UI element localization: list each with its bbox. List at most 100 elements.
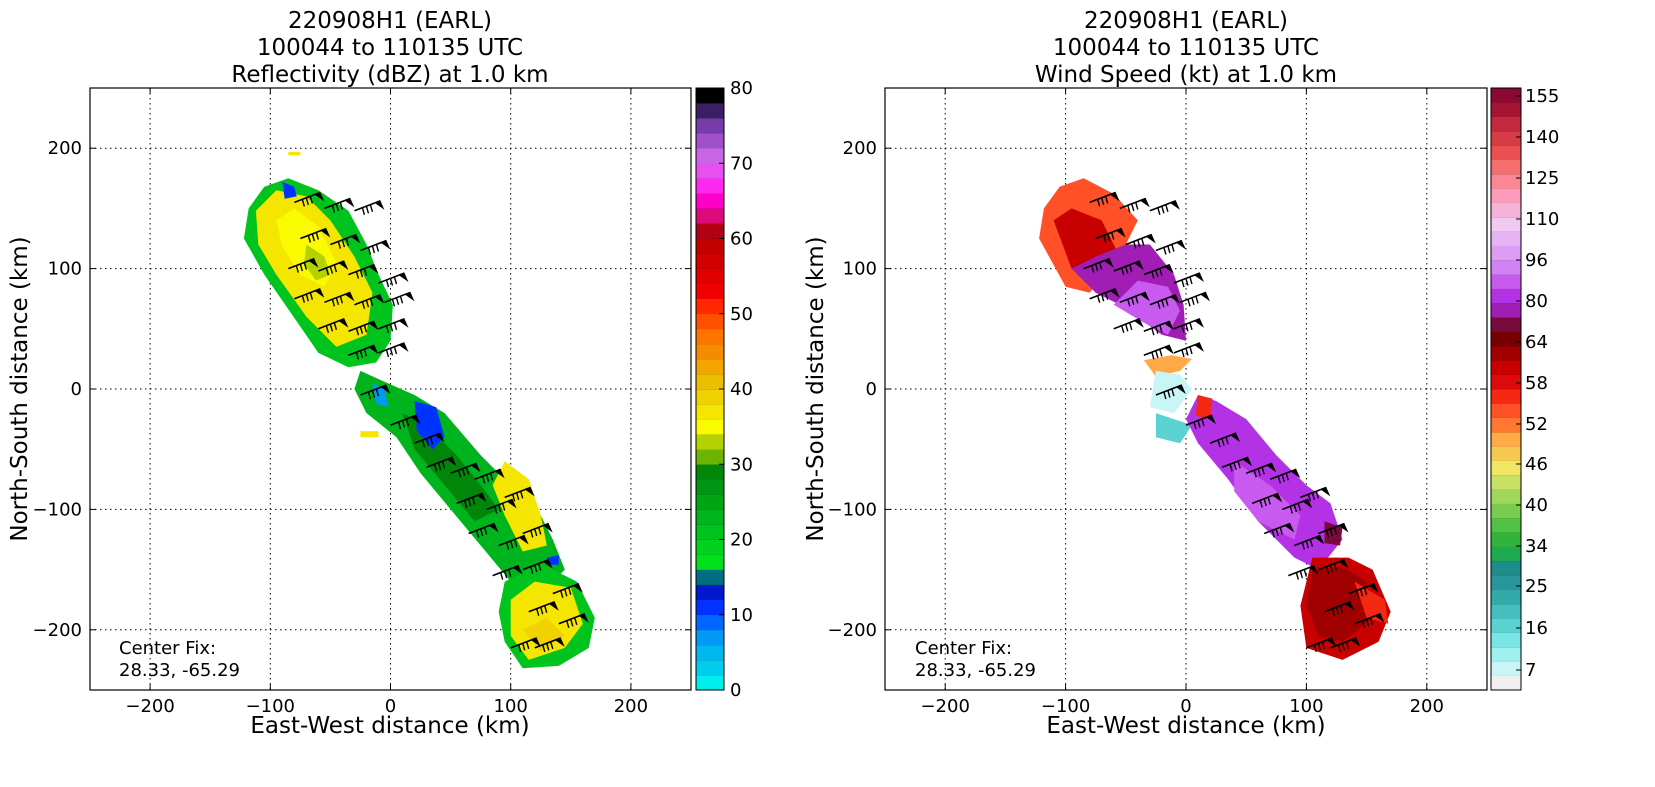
colorbar-segment: [696, 509, 724, 525]
title-line-3: Wind Speed (kt) at 1.0 km: [1035, 62, 1337, 88]
wind-barb: [1149, 200, 1180, 216]
wind-barb: [318, 260, 349, 276]
wind-speed-x-axis-label: East-West distance (km): [1046, 713, 1325, 739]
reflectivity-axis-ticks: −200 −100 0 100 200 −200 −100 0 100 200: [33, 88, 691, 717]
colorbar-segment: [696, 584, 724, 600]
wind-barb: [318, 318, 349, 333]
wind-barb: [348, 263, 379, 279]
wind-barb: [492, 564, 523, 580]
colorbar-segment: [1491, 88, 1521, 103]
title-line-2: 100044 to 110135 UTC: [257, 35, 523, 61]
colorbar-tick-label: 80: [1525, 291, 1548, 312]
colorbar-segment: [1491, 460, 1521, 476]
colorbar-segment: [696, 569, 724, 585]
colorbar-segment: [696, 298, 724, 315]
colorbar-segment: [1491, 503, 1521, 519]
colorbar-segment: [1491, 288, 1521, 304]
colorbar-tick-label: 140: [1525, 127, 1559, 148]
colorbar-segment: [696, 358, 724, 375]
wind-barb: [1119, 197, 1150, 213]
wind-barb: [456, 492, 487, 508]
wind-barb: [288, 257, 319, 273]
wind-barb: [1095, 227, 1126, 243]
wind-barb: [1149, 293, 1180, 309]
x-tick-label: −100: [246, 696, 295, 717]
colorbar-segment: [696, 88, 724, 104]
wind-barb: [414, 432, 445, 448]
colorbar-segment: [696, 283, 724, 299]
reflectivity-center-fix-label: Center Fix:: [119, 638, 216, 659]
wind-barb: [1143, 263, 1174, 279]
wind-speed-wind-barbs: [1083, 191, 1385, 653]
wind-barb: [1324, 600, 1355, 616]
colorbar-tick-label: 52: [1525, 414, 1548, 435]
colorbar-segment: [1491, 532, 1521, 547]
colorbar-segment: [1491, 331, 1521, 347]
wind-barb: [486, 498, 517, 514]
wind-barb: [360, 384, 391, 400]
colorbar-segment: [1491, 102, 1521, 117]
colorbar-segment: [696, 674, 724, 691]
field-region: [360, 431, 379, 438]
field-region: [288, 151, 301, 156]
colorbar-segment: [1491, 546, 1521, 562]
wind-barb: [1143, 344, 1174, 360]
reflectivity-title: 220908H1 (EARL) 100044 to 110135 UTC Ref…: [231, 8, 548, 88]
field-region: [1155, 413, 1192, 444]
colorbar-segment: [696, 268, 724, 284]
wind-barb: [1282, 498, 1313, 514]
wind-barb: [1143, 320, 1174, 336]
colorbar-segment: [696, 178, 724, 194]
field-region: [1149, 370, 1192, 414]
wind-barb: [1155, 384, 1186, 400]
wind-barb: [1173, 318, 1204, 333]
wind-barb: [378, 342, 409, 358]
wind-barb: [354, 200, 385, 216]
y-tick-label: 200: [48, 138, 82, 159]
reflectivity-x-axis-label: East-West distance (km): [250, 713, 529, 739]
wind-barb: [1300, 486, 1331, 502]
wind-barb: [1354, 613, 1385, 628]
wind-barb: [1083, 257, 1114, 273]
wind-barb: [1089, 287, 1120, 303]
colorbar-segment: [1491, 217, 1521, 232]
wind-barb: [378, 318, 409, 333]
colorbar-segment: [1491, 489, 1521, 504]
y-tick-label: 200: [843, 138, 877, 159]
wind-barb: [1113, 260, 1144, 276]
colorbar-segment: [1491, 618, 1521, 633]
wind-barb: [1348, 582, 1379, 598]
wind-barb: [348, 320, 379, 336]
x-tick-label: −200: [125, 696, 174, 717]
colorbar-segment: [696, 464, 724, 480]
colorbar-segment: [1491, 202, 1521, 218]
colorbar-segment: [696, 479, 724, 495]
wind-barb: [1113, 318, 1144, 333]
wind-barb: [1251, 492, 1283, 508]
colorbar-segment: [1491, 661, 1521, 676]
colorbar-segment: [1491, 303, 1521, 318]
wind-barb: [468, 522, 499, 538]
wind-barb: [354, 293, 385, 309]
colorbar-segment: [696, 404, 724, 420]
x-tick-label: 0: [385, 696, 396, 717]
colorbar-segment: [696, 614, 724, 631]
colorbar-tick-label: 10: [730, 605, 753, 626]
wind-barb: [300, 227, 331, 243]
reflectivity-center-fix-value: 28.33, -65.29: [119, 660, 240, 681]
colorbar-segment: [696, 343, 724, 360]
x-tick-label: 200: [1410, 696, 1444, 717]
wind-barb: [1221, 456, 1253, 472]
colorbar-segment: [1491, 145, 1521, 160]
wind-speed-center-fix-label: Center Fix:: [915, 638, 1012, 659]
wind-barb: [534, 637, 565, 653]
colorbar-segment: [696, 449, 724, 465]
colorbar-segment: [1491, 518, 1521, 533]
title-line-2: 100044 to 110135 UTC: [1053, 35, 1319, 61]
colorbar-tick-label: 40: [730, 379, 753, 400]
colorbar-segment: [1491, 403, 1521, 418]
colorbar-segment: [1491, 647, 1521, 662]
colorbar-segment: [696, 313, 724, 330]
reflectivity-colorbar: 0 10 20 30 40 50 60 70 80: [695, 78, 753, 701]
wind-barb: [1288, 564, 1319, 580]
